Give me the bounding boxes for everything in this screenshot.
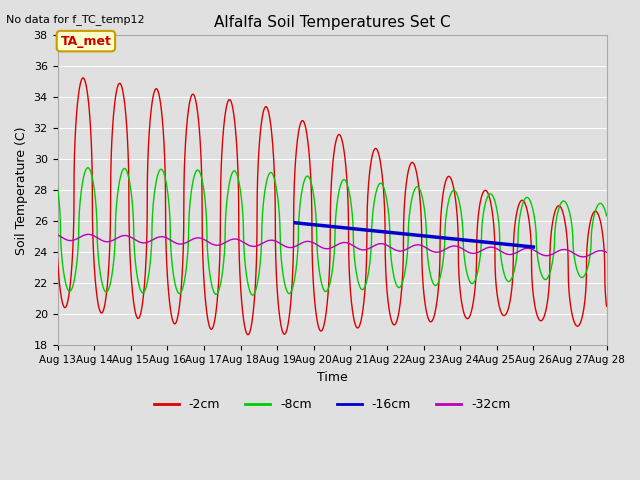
X-axis label: Time: Time [317, 371, 348, 384]
Legend: -2cm, -8cm, -16cm, -32cm: -2cm, -8cm, -16cm, -32cm [148, 394, 515, 417]
Y-axis label: Soil Temperature (C): Soil Temperature (C) [15, 126, 28, 254]
Text: No data for f_TC_temp12: No data for f_TC_temp12 [6, 14, 145, 25]
Title: Alfalfa Soil Temperatures Set C: Alfalfa Soil Temperatures Set C [214, 15, 451, 30]
Text: TA_met: TA_met [60, 35, 111, 48]
